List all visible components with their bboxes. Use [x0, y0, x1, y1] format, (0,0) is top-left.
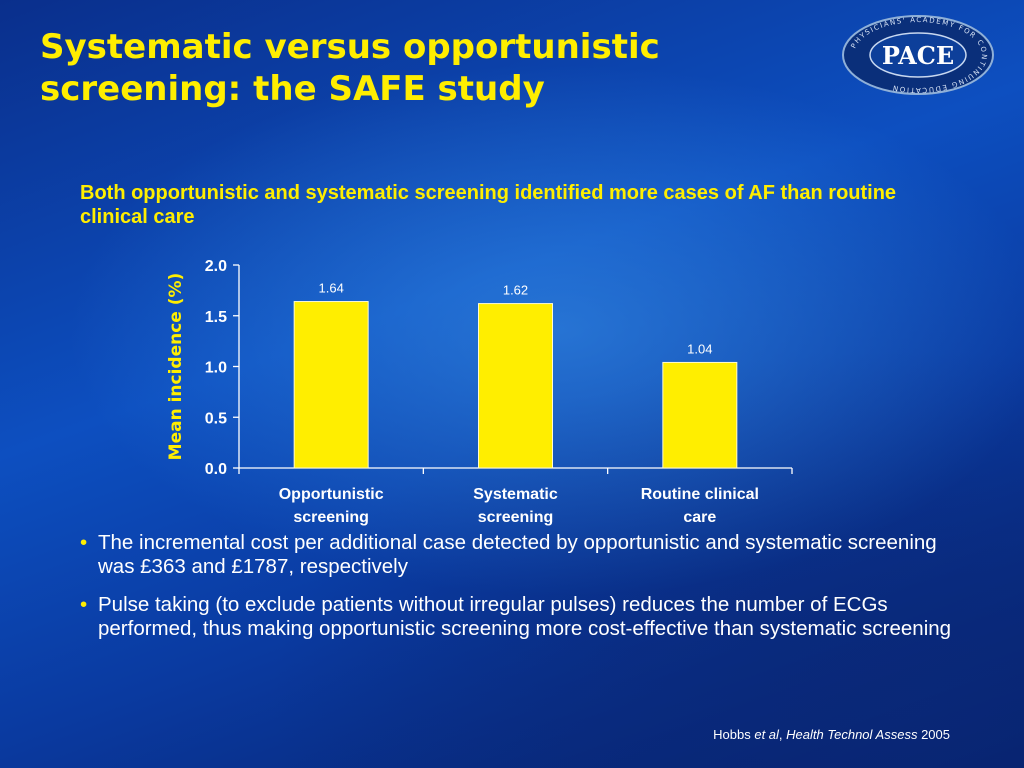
logo-main-text: PACE	[882, 41, 954, 70]
bullet-text: Pulse taking (to exclude patients withou…	[98, 593, 952, 640]
bar	[293, 301, 369, 469]
chart-subtitle: Both opportunistic and systematic screen…	[80, 182, 897, 228]
bullet-list: • The incremental cost per additional ca…	[80, 531, 960, 655]
y-tick-label: 0.0	[205, 461, 227, 478]
slide-title: Systematic versus opportunistic screenin…	[40, 27, 660, 109]
y-tick-label: 1.0	[205, 360, 227, 377]
citation-author: Hobbs	[713, 727, 751, 742]
citation-etal: et al	[754, 727, 779, 742]
bar	[478, 303, 553, 469]
y-tick-label: 2.0	[205, 258, 227, 275]
logo-inner-ring	[869, 32, 967, 78]
y-tick-label: 1.5	[205, 309, 227, 326]
data-label: 1.62	[503, 283, 528, 298]
x-tick-label: Systematic	[473, 486, 558, 503]
bar	[662, 361, 738, 469]
x-tick-label: screening	[293, 509, 369, 526]
data-label: 1.04	[687, 341, 712, 356]
bullet-item: • Pulse taking (to exclude patients with…	[80, 593, 960, 641]
citation-separator: ,	[778, 727, 783, 742]
citation-year: 2005	[921, 727, 950, 742]
y-tick-label: 0.5	[205, 410, 227, 427]
x-tick-label: Routine clinical	[641, 486, 759, 503]
citation-journal: Health Technol Assess	[786, 727, 918, 742]
bullet-text: The incremental cost per additional case…	[98, 531, 937, 578]
pace-logo: PACE PHYSICIANS' ACADEMY FOR CONTINUING …	[842, 15, 994, 95]
citation: Hobbs et al, Health Technol Assess 2005	[713, 727, 950, 742]
data-label: 1.64	[319, 281, 344, 296]
x-tick-label: screening	[478, 509, 554, 526]
bar-chart: Mean incidence (%) 0.0 0.5 1.0 1.5 2.0 1.64 Opp…	[166, 258, 793, 526]
y-axis-label: Mean incidence (%)	[166, 273, 186, 461]
x-tick-label: care	[683, 509, 716, 526]
bullet-item: • The incremental cost per additional ca…	[80, 531, 960, 579]
x-tick-label: Opportunistic	[279, 486, 384, 503]
bullet-icon: •	[80, 531, 88, 554]
bullet-icon: •	[80, 593, 88, 616]
